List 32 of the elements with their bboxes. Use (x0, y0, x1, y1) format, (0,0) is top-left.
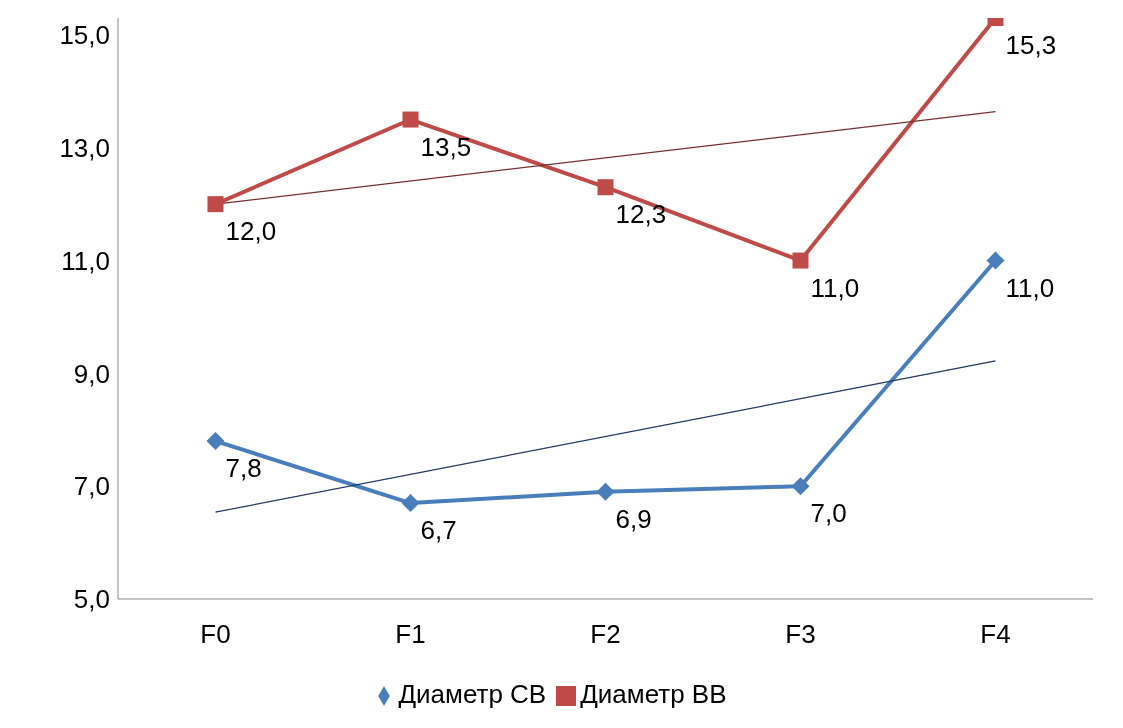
x-tick-label: F3 (785, 619, 816, 650)
y-tick-label: 7,0 (73, 471, 110, 502)
data-label: 7,0 (810, 498, 847, 529)
point (207, 196, 224, 213)
data-label: 11,0 (810, 272, 860, 303)
x-tick-label: F4 (980, 619, 1011, 650)
point (986, 251, 1005, 270)
point (791, 477, 810, 496)
x-tick-label: F1 (395, 619, 426, 650)
y-tick-label: 5,0 (73, 584, 110, 615)
x-tick-label: F2 (590, 619, 621, 650)
data-label: 7,8 (225, 453, 262, 484)
y-tick-label: 15,0 (59, 20, 110, 51)
data-label: 6,7 (420, 515, 457, 546)
point (597, 179, 614, 196)
data-label: 13,5 (420, 131, 472, 162)
data-label: 15,3 (1005, 30, 1057, 60)
point (402, 111, 419, 128)
point (792, 252, 809, 269)
data-label: 12,3 (615, 199, 667, 230)
legend-label: Диаметр ВВ (580, 679, 727, 709)
y-tick-label: 11,0 (61, 245, 110, 276)
y-tick-label: 13,0 (59, 132, 110, 163)
legend-label: Диаметр СВ (398, 679, 547, 709)
point (401, 494, 420, 513)
data-label: 6,9 (615, 503, 652, 534)
y-tick-label: 9,0 (73, 358, 110, 389)
x-tick-label: F0 (200, 619, 231, 650)
point (206, 432, 225, 451)
point (596, 482, 615, 501)
data-label: 12,0 (225, 216, 277, 247)
data-label: 11,0 (1005, 272, 1055, 303)
